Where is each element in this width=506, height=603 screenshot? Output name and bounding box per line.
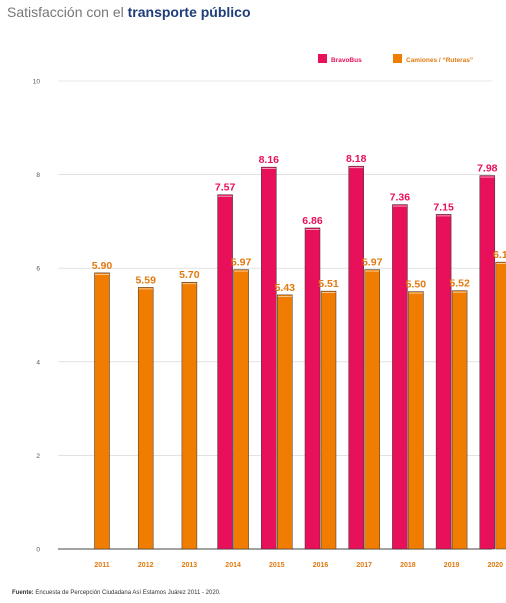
y-tick-label: 10 — [33, 79, 41, 86]
bar-bravobus — [261, 166, 277, 550]
data-label-camiones: 5.70 — [179, 269, 200, 281]
x-tick-label: 2013 — [182, 562, 198, 569]
data-label-camiones: 5.97 — [362, 257, 383, 269]
source-label: Fuente: — [12, 590, 34, 596]
y-tick-label: 2 — [36, 453, 40, 460]
x-tick-label: 2019 — [444, 562, 460, 569]
bar-camiones — [495, 261, 506, 550]
data-label-bravobus: 8.18 — [346, 153, 367, 165]
data-label-camiones: 5.90 — [92, 260, 113, 272]
bar-bravobus — [304, 227, 321, 550]
y-tick-label: 8 — [36, 172, 40, 179]
bar-bravobus — [435, 214, 452, 550]
legend-label-bravobus: BravoBus — [331, 57, 362, 64]
x-tick-label: 2011 — [94, 562, 109, 569]
data-label-bravobus: 8.16 — [259, 154, 280, 166]
y-tick-label: 4 — [36, 359, 40, 366]
bar-bravobus — [348, 165, 364, 550]
chart-title-bold: transporte público — [127, 4, 251, 20]
chart-title-regular: Satisfacción con el — [7, 4, 128, 20]
data-label-camiones: 5.52 — [449, 278, 470, 290]
legend-swatch-camiones — [393, 54, 402, 63]
x-tick-label: 2016 — [313, 562, 329, 569]
data-label-bravobus: 7.15 — [433, 201, 454, 213]
bar-camiones — [320, 290, 337, 550]
data-label-camiones: 5.59 — [135, 274, 156, 286]
x-tick-label: 2018 — [400, 562, 416, 569]
chart-title: Satisfacción con el transporte público — [7, 4, 251, 20]
bar-camiones — [94, 272, 110, 550]
data-label-camiones: 5.50 — [406, 279, 427, 291]
legend-label-camiones: Camiones / “Ruteras” — [406, 57, 473, 64]
source-text: Encuesta de Percepción Ciudadana Así Est… — [33, 590, 221, 596]
bar-bravobus — [217, 194, 233, 550]
y-tick-label: 6 — [36, 266, 40, 273]
bar-bravobus — [392, 204, 408, 550]
bar-camiones — [181, 281, 198, 550]
data-label-camiones: 5.51 — [318, 278, 339, 290]
bar-camiones — [277, 294, 293, 550]
x-tick-label: 2014 — [225, 562, 241, 569]
bar-camiones — [137, 287, 154, 550]
x-tick-label: 2015 — [269, 562, 285, 569]
data-label-camiones: 5.43 — [275, 282, 296, 294]
x-tick-label: 2020 — [488, 562, 504, 569]
data-label-camiones: 5.97 — [231, 257, 252, 269]
data-label-bravobus: 6.86 — [302, 215, 323, 227]
x-tick-label: 2012 — [138, 562, 154, 569]
data-label-bravobus: 7.98 — [477, 163, 498, 175]
bar-camiones — [233, 269, 249, 550]
data-label-camiones: 6.13 — [493, 249, 506, 261]
bar-bravobus — [479, 175, 496, 550]
y-tick-label: 0 — [36, 547, 40, 554]
bar-camiones — [364, 269, 380, 550]
x-tick-label: 2017 — [356, 562, 372, 569]
legend-swatch-bravobus — [318, 54, 327, 63]
data-label-bravobus: 7.57 — [215, 182, 236, 194]
source-note: Fuente: Encuesta de Percepción Ciudadana… — [12, 590, 221, 596]
bar-camiones — [451, 290, 468, 550]
data-label-bravobus: 7.36 — [390, 192, 411, 204]
bar-camiones — [408, 291, 424, 550]
